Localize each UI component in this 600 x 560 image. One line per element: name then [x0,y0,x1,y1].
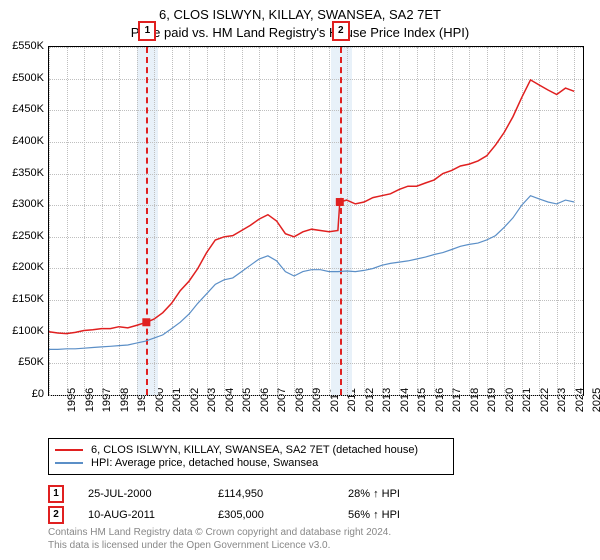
gridline-v [207,47,208,395]
event-date: 25-JUL-2000 [88,488,218,500]
plot-area: 12 [48,46,584,396]
event-marker-icon: 2 [332,21,350,41]
event-date: 10-AUG-2011 [88,509,218,521]
event-marker-icon: 1 [48,485,64,503]
gridline-h [49,363,583,364]
series-svg [49,47,583,395]
gridline-h [49,142,583,143]
gridline-v [119,47,120,395]
event-row: 2 10-AUG-2011 £305,000 56% ↑ HPI [48,506,478,524]
legend-row: 6, CLOS ISLWYN, KILLAY, SWANSEA, SA2 7ET… [55,444,447,456]
y-tick-label: £150K [12,293,44,305]
gridline-v [434,47,435,395]
title-line-1: 6, CLOS ISLWYN, KILLAY, SWANSEA, SA2 7ET [0,6,600,24]
footer: Contains HM Land Registry data © Crown c… [48,526,391,552]
gridline-v [364,47,365,395]
title-line-2: Price paid vs. HM Land Registry's House … [0,24,600,42]
y-tick-label: £350K [12,167,44,179]
gridline-v [452,47,453,395]
y-tick-label: £300K [12,198,44,210]
gridline-v [399,47,400,395]
footer-line-1: Contains HM Land Registry data © Crown c… [48,526,391,539]
gridline-v [137,47,138,395]
gridline-v [102,47,103,395]
gridline-v [224,47,225,395]
event-row: 1 25-JUL-2000 £114,950 28% ↑ HPI [48,485,478,503]
event-marker-icon: 1 [138,21,156,41]
event-price: £305,000 [218,509,348,521]
chart-container: 6, CLOS ISLWYN, KILLAY, SWANSEA, SA2 7ET… [0,0,600,560]
event-price: £114,950 [218,488,348,500]
event-line [146,47,148,395]
event-delta: 28% ↑ HPI [348,488,478,500]
gridline-v [172,47,173,395]
y-tick-label: £400K [12,135,44,147]
event-delta: 56% ↑ HPI [348,509,478,521]
gridline-h [49,268,583,269]
gridline-v [504,47,505,395]
legend: 6, CLOS ISLWYN, KILLAY, SWANSEA, SA2 7ET… [48,438,454,475]
gridline-v [469,47,470,395]
legend-swatch [55,462,83,464]
gridline-v [277,47,278,395]
footer-line-2: This data is licensed under the Open Gov… [48,539,391,552]
y-tick-label: £100K [12,325,44,337]
title-block: 6, CLOS ISLWYN, KILLAY, SWANSEA, SA2 7ET… [0,0,600,41]
y-tick-label: £200K [12,261,44,273]
gridline-v [259,47,260,395]
gridline-v [242,47,243,395]
gridline-h [49,395,583,396]
gridline-v [539,47,540,395]
event-table: 1 25-JUL-2000 £114,950 28% ↑ HPI 2 10-AU… [48,482,478,527]
gridline-h [49,174,583,175]
y-tick-label: £250K [12,230,44,242]
legend-row: HPI: Average price, detached house, Swan… [55,457,447,469]
gridline-h [49,47,583,48]
y-tick-label: £500K [12,72,44,84]
legend-label: HPI: Average price, detached house, Swan… [91,457,318,469]
y-tick-label: £550K [12,40,44,52]
gridline-v [329,47,330,395]
gridline-v [67,47,68,395]
gridline-v [189,47,190,395]
gridline-v [417,47,418,395]
gridline-v [49,47,50,395]
gridline-h [49,332,583,333]
gridline-h [49,237,583,238]
gridline-v [557,47,558,395]
gridline-v [347,47,348,395]
gridline-v [154,47,155,395]
y-tick-label: £450K [12,103,44,115]
legend-label: 6, CLOS ISLWYN, KILLAY, SWANSEA, SA2 7ET… [91,444,418,456]
gridline-h [49,300,583,301]
gridline-v [312,47,313,395]
gridline-h [49,110,583,111]
gridline-v [522,47,523,395]
gridline-v [574,47,575,395]
event-line [340,47,342,395]
gridline-v [294,47,295,395]
gridline-h [49,205,583,206]
gridline-v [84,47,85,395]
event-marker-icon: 2 [48,506,64,524]
gridline-v [487,47,488,395]
y-tick-label: £50K [18,356,44,368]
legend-swatch [55,449,83,451]
y-tick-label: £0 [32,388,44,400]
gridline-v [382,47,383,395]
gridline-h [49,79,583,80]
